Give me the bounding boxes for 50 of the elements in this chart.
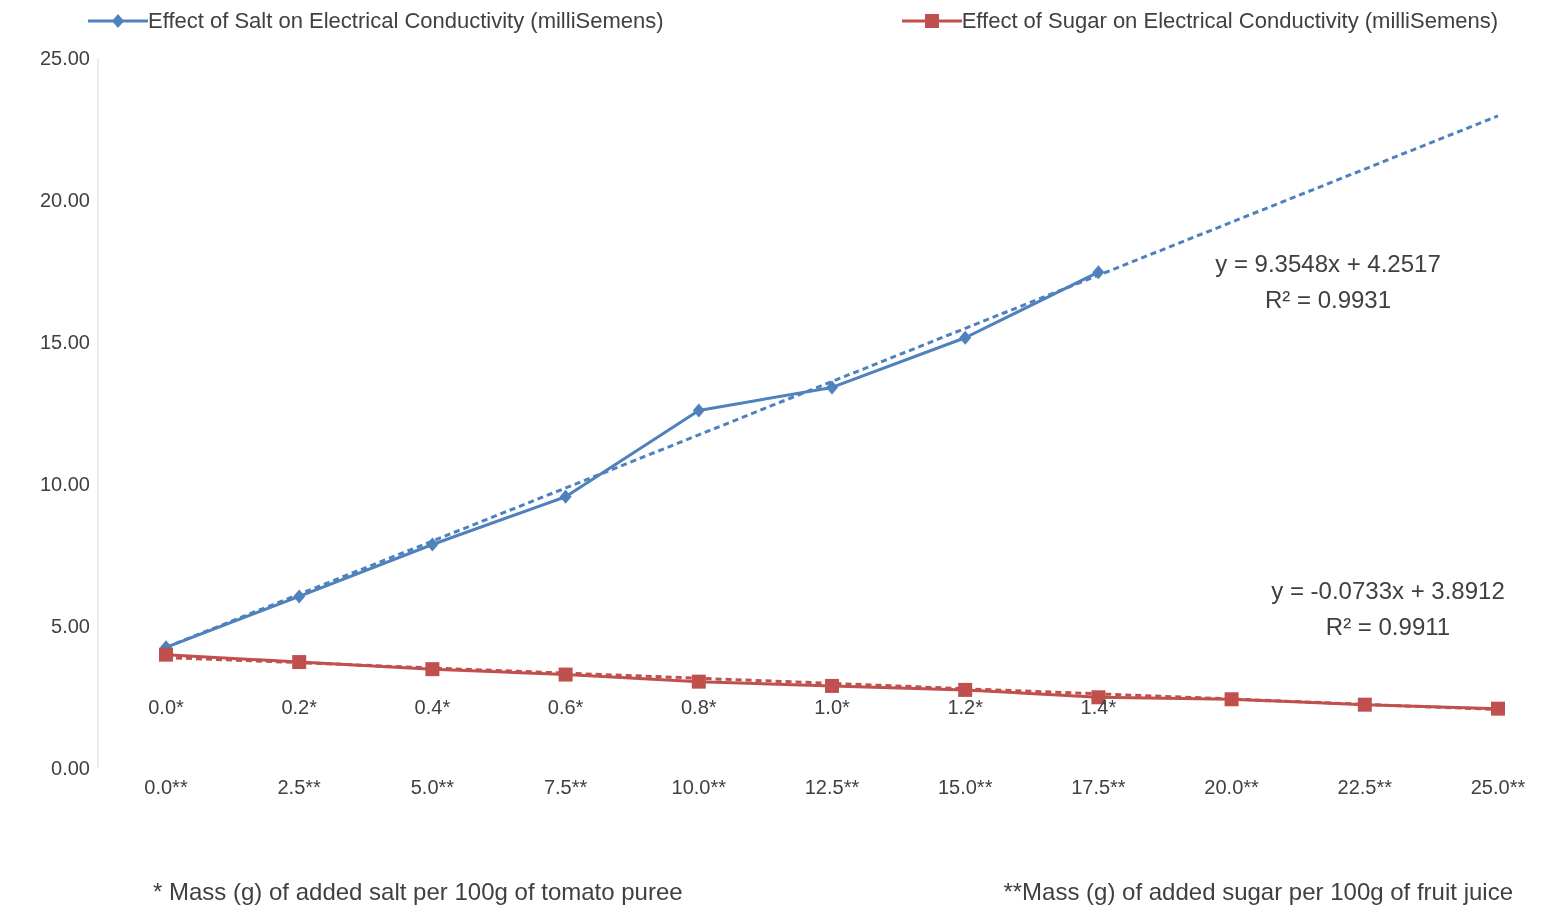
y-tick-label: 10.00	[39, 473, 90, 496]
point	[1357, 697, 1372, 712]
annotation: 0.6*	[547, 696, 584, 718]
x-tick-label: 12.5**	[804, 776, 860, 798]
annotation: R² = 0.9911	[1324, 612, 1452, 642]
x-tick-label: 2.5**	[277, 776, 322, 798]
text: **Mass (g) of added sugar per 100g of fruit juice	[1003, 878, 1513, 906]
point	[1092, 265, 1105, 280]
point	[958, 682, 973, 697]
annotation: y = 9.3548x + 4.2517	[1214, 249, 1442, 279]
point	[558, 667, 573, 682]
annotation: 0.2*	[281, 696, 318, 718]
annotation: y = -0.0733x + 3.8912	[1270, 576, 1506, 606]
point	[826, 380, 838, 395]
y-tick-label: 25.00	[39, 47, 90, 70]
y-tick-label: 15.00	[39, 331, 90, 354]
x-tick-label: 0.0**	[144, 776, 188, 798]
annotation: 1.2*	[947, 696, 984, 718]
x-tick-label: 20.0**	[1204, 776, 1260, 798]
legend-label: Effect of Salt on Electrical Conductivity (milliSemens)	[148, 8, 664, 34]
x-tick-label: 15.0**	[937, 776, 993, 798]
point	[1224, 692, 1239, 707]
x-tick-label: 5.0**	[410, 776, 455, 798]
x-tick-label: 25.0**	[1470, 776, 1526, 798]
text: * Mass (g) of added salt per 100g of tomato puree	[153, 878, 683, 906]
point	[425, 662, 440, 677]
y-tick-label: 5.00	[51, 615, 90, 638]
point	[1491, 701, 1505, 716]
point	[692, 403, 705, 418]
x-tick-label: 7.5**	[543, 776, 588, 798]
y-tick-label: 0.00	[51, 757, 90, 780]
legend-label: Effect of Sugar on Electrical Conductivity (milliSemens)	[961, 8, 1498, 34]
x-tick-label: 17.5**	[1071, 776, 1126, 798]
point	[959, 330, 972, 345]
point	[292, 655, 307, 670]
annotation: 0.8*	[681, 696, 717, 718]
annotation: 1.0*	[814, 696, 851, 718]
y-tick-label: 20.00	[39, 189, 90, 212]
x-tick-label: 10.0**	[671, 776, 727, 798]
point	[159, 647, 173, 662]
annotation: R² = 0.9931	[1263, 285, 1393, 315]
point	[426, 537, 439, 552]
annotation: 0.4*	[414, 696, 451, 718]
point	[293, 589, 306, 604]
annotation: 0.0*	[148, 696, 185, 718]
annotation: 1.4*	[1080, 696, 1117, 718]
point	[691, 674, 706, 689]
point	[559, 489, 572, 504]
x-tick-label: 22.5**	[1337, 776, 1393, 798]
point	[825, 678, 839, 693]
